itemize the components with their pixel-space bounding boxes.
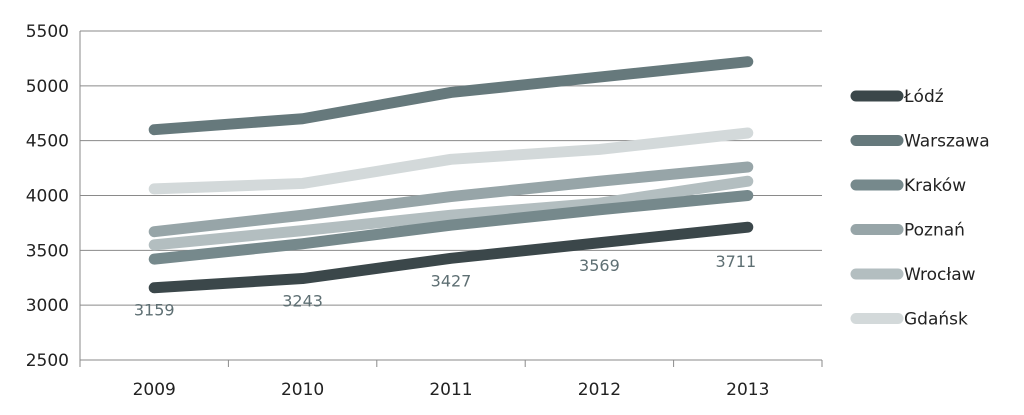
data-label-Łódź-2011: 3427: [431, 271, 472, 290]
x-tick-2009: 2009: [133, 380, 176, 400]
x-tick-2012: 2012: [578, 380, 621, 400]
y-tick-3000: 3000: [26, 296, 69, 316]
data-label-Łódź-2013: 3711: [715, 252, 756, 271]
y-tick-5500: 5500: [26, 22, 69, 42]
y-tick-4000: 4000: [26, 187, 69, 207]
x-tick-2011: 2011: [429, 380, 472, 400]
y-tick-5000: 5000: [26, 77, 69, 97]
legend-label-Poznań: Poznań: [904, 221, 965, 241]
series-line-Łódź: [148, 221, 754, 294]
data-label-Łódź-2012: 3569: [579, 256, 620, 275]
legend-label-Warszawa: Warszawa: [904, 132, 990, 152]
legend: Łódź Warszawa Kraków Poznań Wrocław Gdańsk: [850, 87, 990, 330]
series-line-Poznań: [148, 161, 754, 238]
data-label-Łódź-2009: 3159: [134, 301, 175, 320]
series-line-Gdańsk: [148, 127, 754, 195]
y-tick-2500: 2500: [26, 351, 69, 371]
x-axis: 2009 2010 2011 2012 2013: [79, 359, 823, 400]
series-line-Wrocław: [148, 175, 754, 251]
series-lines: [148, 56, 754, 294]
series-line-Warszawa: [148, 56, 754, 136]
y-tick-4500: 4500: [26, 132, 69, 152]
series-line-Kraków: [148, 190, 754, 265]
data-label-Łódź-2010: 3243: [282, 292, 323, 311]
x-tick-2013: 2013: [726, 380, 769, 400]
legend-label-Kraków: Kraków: [904, 176, 966, 196]
legend-label-Wrocław: Wrocław: [904, 265, 976, 285]
y-tick-3500: 3500: [26, 241, 69, 261]
x-tick-2010: 2010: [281, 380, 324, 400]
legend-label-Gdańsk: Gdańsk: [904, 310, 968, 330]
y-axis: 5500 5000 4500 4000 3500 3000 2500: [26, 22, 81, 371]
legend-label-Łódź: Łódź: [903, 87, 944, 107]
data-labels: 3159 3243 3427 3569 3711: [134, 252, 756, 320]
